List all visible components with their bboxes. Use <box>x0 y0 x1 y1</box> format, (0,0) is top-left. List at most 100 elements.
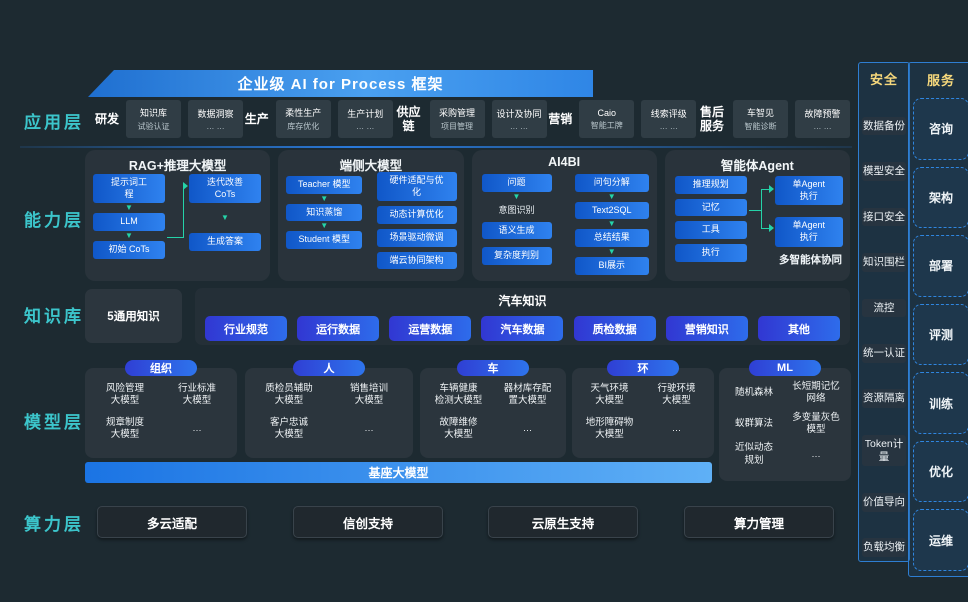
model-item: … <box>671 422 682 434</box>
security-rail-title: 安全 <box>869 72 898 87</box>
knowledge-pill: 营销知识 <box>665 316 748 341</box>
model-item: 地形障碍物 大模型 <box>585 416 634 441</box>
knowledge-pills: 行业规范 运行数据 运营数据 汽车数据 质检数据 营销知识 其他 <box>195 309 850 341</box>
app-chip-line: 知识库 <box>140 108 168 118</box>
service-item: 部署 <box>913 235 968 297</box>
auto-knowledge-title: 汽车知识 <box>498 294 547 308</box>
arrow-down-icon <box>482 192 552 202</box>
security-item: 接口安全 <box>862 207 906 227</box>
rag-right-flow: 迭代改善 CoTs 生成答案 <box>189 174 261 252</box>
ai4bi-left-flow: 问题 意图识别 语义生成 复杂度判别 <box>481 174 552 266</box>
app-chip: 知识库 试验认证 <box>126 100 182 138</box>
cap-box-agent: 智能体Agent 推理规划 记忆 工具 执行 单Agent 执行 单Agent … <box>664 150 850 281</box>
flow-item: 复杂度判别 <box>481 247 552 266</box>
cap-title: 智能体Agent <box>720 159 794 173</box>
arrow-down-icon <box>93 231 165 241</box>
model-group-people: 人 质检员辅助 大模型 销售培训 大模型 客户忠诚 大模型 … <box>245 360 413 458</box>
app-chip-line: 柔性生产 <box>285 108 322 118</box>
connector-line <box>167 186 184 238</box>
flow-item: 动态计算优化 <box>376 206 457 225</box>
service-item: 咨询 <box>913 98 968 160</box>
general-knowledge-box: 5通用知识 <box>85 289 182 343</box>
arrow-down-icon <box>93 203 165 213</box>
flow-item: 推理规划 <box>674 176 747 194</box>
model-item: 行业标准 大模型 <box>177 383 216 407</box>
arrow-down-icon <box>286 221 362 231</box>
flow-item: 场景驱动微调 <box>376 229 457 247</box>
app-chip-line: 数据洞察 <box>197 109 234 119</box>
app-chip-line: 采购管理 <box>438 108 475 118</box>
model-item: 随机森林 <box>734 387 773 399</box>
knowledge-pill: 行业规范 <box>205 316 287 341</box>
flow-item: Student 模型 <box>286 231 363 250</box>
capability-row: RAG+推理大模型 提示词工 程 LLM 初始 CoTs 迭代改善 CoTs 生… <box>85 150 850 281</box>
flow-item: 执行 <box>674 244 747 262</box>
app-group-rd: 研发 知识库 试验认证 数据洞察 … … <box>95 97 244 141</box>
model-group-vehicle: 车 车辆健康 检测大模型 器材库存配 置大模型 故障维修 大模型 … <box>420 360 566 458</box>
app-chip-line: 故障预警 <box>804 109 841 119</box>
service-item: 评测 <box>913 303 968 366</box>
flow-item: 端云协同架构 <box>376 251 457 270</box>
app-chip: Caio 智能工牌 <box>579 100 635 138</box>
compute-box-management: 算力管理 <box>684 506 834 538</box>
security-item: 流控 <box>862 298 906 318</box>
security-item: 资源隔离 <box>862 389 906 409</box>
app-group-production: 生产 柔性生产 库存优化 生产计划 … … <box>245 97 393 141</box>
arrow-right-icon <box>768 224 774 232</box>
model-item: 客户忠诚 大模型 <box>269 416 308 441</box>
app-group-marketing: 营销 Caio 智能工牌 线索评级 … … <box>548 97 697 141</box>
connector-line <box>760 228 769 229</box>
flow-item: 总结结果 <box>574 229 649 248</box>
service-item: 优化 <box>913 440 968 503</box>
connector-line <box>748 210 761 211</box>
app-group-supply-chain: 供应链 采购管理 项目管理 设计及协同 … … <box>395 97 547 141</box>
arrow-down-icon <box>189 213 261 223</box>
security-item: 负载均衡 <box>862 538 906 557</box>
flow-item: 单Agent 执行 <box>774 217 843 247</box>
flow-item: BI展示 <box>574 257 649 275</box>
app-chip-line: 智能工牌 <box>590 120 623 130</box>
security-item: 模型安全 <box>862 162 906 181</box>
app-chip-line: 智能诊断 <box>744 122 777 131</box>
connector-line <box>760 189 762 228</box>
flow-item: 知识蒸馏 <box>286 203 363 222</box>
model-group-pill: 环 <box>607 360 679 376</box>
model-item: … <box>192 422 202 434</box>
flow-item: 问句分解 <box>574 174 649 192</box>
app-chip-line: 线索评级 <box>650 109 687 119</box>
model-group-environment: 环 天气环境 大模型 行驶环境 大模型 地形障碍物 大模型 … <box>572 360 714 458</box>
app-chip-line: 车智见 <box>746 108 774 118</box>
app-chip-line: … … <box>509 122 529 131</box>
flow-item: 迭代改善 CoTs <box>189 174 261 204</box>
agent-caption: 多智能体协同 <box>779 254 842 266</box>
app-group-name: 研发 <box>95 111 120 126</box>
model-item: 销售培训 大模型 <box>349 383 388 407</box>
model-item: 行驶环境 大模型 <box>657 383 696 407</box>
app-chip: 设计及协同 … … <box>491 100 547 138</box>
app-chip-line: 生产计划 <box>347 109 384 119</box>
foundation-model-bar: 基座大模型 <box>85 462 712 483</box>
security-rail: 安全 数据备份 模型安全 接口安全 知识围栏 流控 统一认证 资源隔离 Toke… <box>858 62 910 562</box>
rag-left-flow: 提示词工 程 LLM 初始 CoTs <box>93 174 165 259</box>
app-chip-line: … … <box>206 122 225 131</box>
model-group-pill: 车 <box>457 360 529 376</box>
model-group-pill: 人 <box>293 360 365 376</box>
cap-box-rag: RAG+推理大模型 提示词工 程 LLM 初始 CoTs 迭代改善 CoTs 生… <box>85 150 271 281</box>
flow-item: 语义生成 <box>481 221 552 240</box>
app-chip-line: 库存优化 <box>287 122 320 131</box>
label-app-layer: 应用层 <box>24 113 84 132</box>
model-items: 风险管理 大模型 行业标准 大模型 规章制度 大模型 … <box>85 368 237 447</box>
label-cap-layer: 能力层 <box>24 211 84 230</box>
app-chip: 车智见 智能诊断 <box>732 100 788 138</box>
app-group-name: 售后服务 <box>699 104 724 133</box>
app-chip: 线索评级 … … <box>641 100 697 138</box>
app-chip-line: 项目管理 <box>441 122 473 131</box>
model-items: 车辆健康 检测大模型 器材库存配 置大模型 故障维修 大模型 … <box>420 368 566 447</box>
model-item: 风险管理 大模型 <box>105 383 144 407</box>
model-group-ml: ML 随机森林 长短期记忆 网络 蚁群算法 多变量灰色 模型 近似动态 规划 … <box>719 360 851 481</box>
service-item: 运维 <box>913 509 968 572</box>
app-group-name: 供应链 <box>396 104 421 133</box>
app-chip: 采购管理 项目管理 <box>429 100 485 138</box>
security-item: 统一认证 <box>862 344 906 363</box>
